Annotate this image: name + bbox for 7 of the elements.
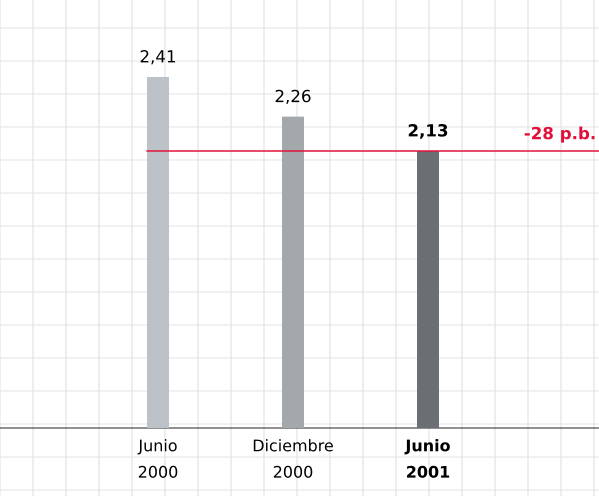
x-tick-label: Junio 2000 — [138, 439, 178, 478]
x-tick-label: Junio 2001 — [404, 439, 450, 478]
x-tick-label: Diciembre 2000 — [254, 439, 333, 478]
data-label: 2,13 — [408, 124, 448, 139]
data-label: 2,41 — [140, 50, 176, 64]
data-label: 2,26 — [276, 90, 311, 104]
ref-line-label: -28 p.b. — [524, 126, 595, 143]
